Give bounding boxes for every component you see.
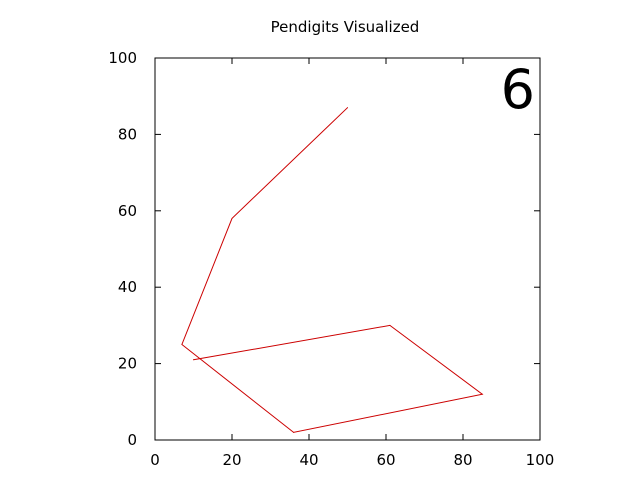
digit-label: 6 (501, 58, 535, 121)
plot-frame (154, 57, 541, 441)
x-tick-label: 80 (453, 451, 472, 469)
y-tick-label: 80 (118, 125, 137, 143)
series-layer (181, 107, 484, 433)
data-point (231, 217, 233, 219)
chart-title: Pendigits Visualized (271, 18, 420, 36)
data-point (181, 344, 183, 345)
y-tick-label: 20 (118, 355, 137, 373)
data-point (347, 107, 348, 109)
y-tick-label: 0 (127, 431, 137, 449)
data-point (193, 359, 194, 361)
data-point (389, 324, 391, 326)
x-tick-label: 60 (376, 451, 395, 469)
x-tick-label: 20 (222, 451, 241, 469)
x-tick-label: 100 (526, 451, 555, 469)
series-line (181, 107, 484, 433)
axis-ticks (154, 57, 541, 441)
axis-tick-labels: 0 20 40 60 80 100 0 20 40 60 80 100 (108, 49, 554, 469)
data-point (481, 393, 483, 395)
y-tick-label: 100 (108, 49, 137, 67)
y-tick-label: 40 (118, 278, 137, 296)
data-point (293, 431, 295, 433)
y-tick-label: 60 (118, 202, 137, 220)
x-tick-label: 0 (150, 451, 160, 469)
x-tick-label: 40 (299, 451, 318, 469)
